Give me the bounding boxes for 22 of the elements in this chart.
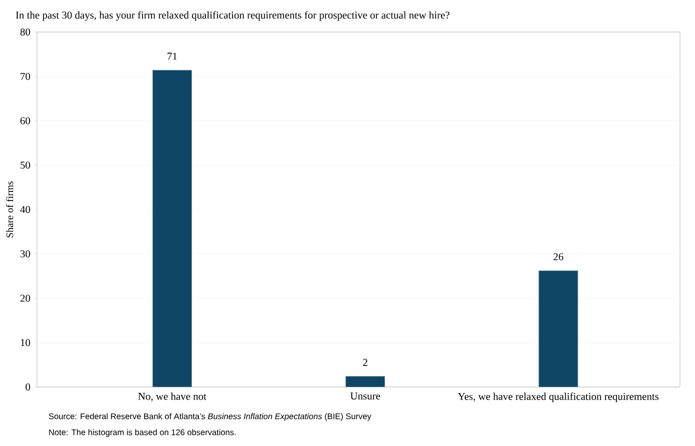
y-tick-label: 20	[20, 294, 30, 302]
data-label: 2	[363, 358, 368, 366]
text: Note: The histogram is based on 126 observations.	[49, 429, 236, 437]
x-tick-label: Yes, we have relaxed qualification requirements	[458, 392, 659, 402]
y-tick-label: 60	[20, 117, 30, 124]
chart-title: In the past 30 days, has your firm relaxed qualification requirements for prospective or actual new hire?	[16, 11, 450, 21]
data-label: 26	[554, 253, 564, 260]
y-tick-label: 70	[20, 72, 30, 80]
source-note: Source: Federal Reserve Bank of Atlanta’s Business Inflation Expectations (BIE) Survey	[48, 413, 372, 421]
y-tick-label: 50	[20, 162, 30, 169]
x-tick-label: Unsure	[350, 392, 380, 400]
y-tick-label: 80	[20, 28, 30, 36]
x-tick-label: No, we have not	[138, 392, 206, 402]
y-axis-title: Share of firms	[6, 181, 14, 238]
y-tick-label: 0	[26, 383, 30, 391]
y-tick-label: 10	[20, 339, 30, 346]
bar	[346, 376, 385, 387]
y-tick-label: 30	[20, 250, 30, 258]
bar	[152, 70, 192, 387]
bar	[538, 270, 578, 387]
y-tick-label: 40	[20, 206, 30, 214]
data-label: 71	[168, 52, 177, 60]
